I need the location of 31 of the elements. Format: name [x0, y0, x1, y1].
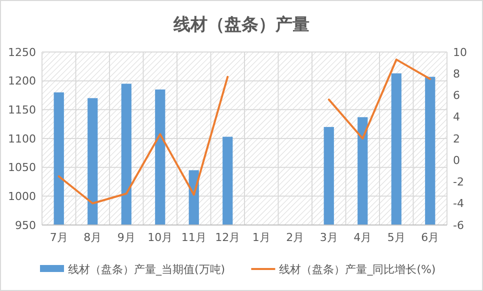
- x-tick-label: 5月: [387, 231, 406, 244]
- y-tick-label: 950: [15, 218, 36, 232]
- y-tick-label: 1000: [8, 190, 36, 204]
- x-tick-label: 6月: [421, 231, 440, 244]
- y2-tick-label: 10: [453, 46, 467, 59]
- y-tick-label: 1250: [8, 46, 36, 59]
- legend-label: 线材（盘条）产量_同比增长(%): [279, 262, 436, 276]
- y-tick-label: 1100: [8, 132, 36, 146]
- x-tick-label: 10月: [148, 231, 173, 244]
- y-tick-label: 1050: [8, 161, 36, 174]
- x-tick-label: 3月: [320, 231, 338, 244]
- y2-tick-label: -6: [453, 218, 464, 232]
- x-tick-label: 8月: [84, 231, 102, 244]
- x-tick-label: 4月: [354, 231, 372, 244]
- x-tick-label: 7月: [50, 231, 68, 244]
- x-tick-label: 2月: [286, 231, 304, 244]
- y-tick-label: 1200: [8, 74, 36, 88]
- y2-tick-label: 4: [453, 110, 460, 124]
- y-tick-label: 1150: [8, 104, 36, 117]
- y2-tick-label: 2: [453, 132, 460, 146]
- y2-tick-label: -4: [453, 197, 464, 210]
- legend-label: 线材（盘条）产量_当期值(万吨): [68, 262, 226, 276]
- x-tick-label: 1月: [252, 231, 270, 244]
- chart-title: 线材（盘条）产量: [172, 15, 310, 35]
- y2-tick-label: 8: [453, 67, 460, 80]
- x-tick-label: 12月: [215, 231, 240, 244]
- y2-tick-label: 6: [453, 89, 460, 102]
- x-tick-label: 9月: [117, 231, 136, 244]
- y2-tick-label: -2: [453, 176, 464, 189]
- x-tick-label: 11月: [181, 231, 206, 244]
- y2-tick-label: 0: [453, 154, 460, 167]
